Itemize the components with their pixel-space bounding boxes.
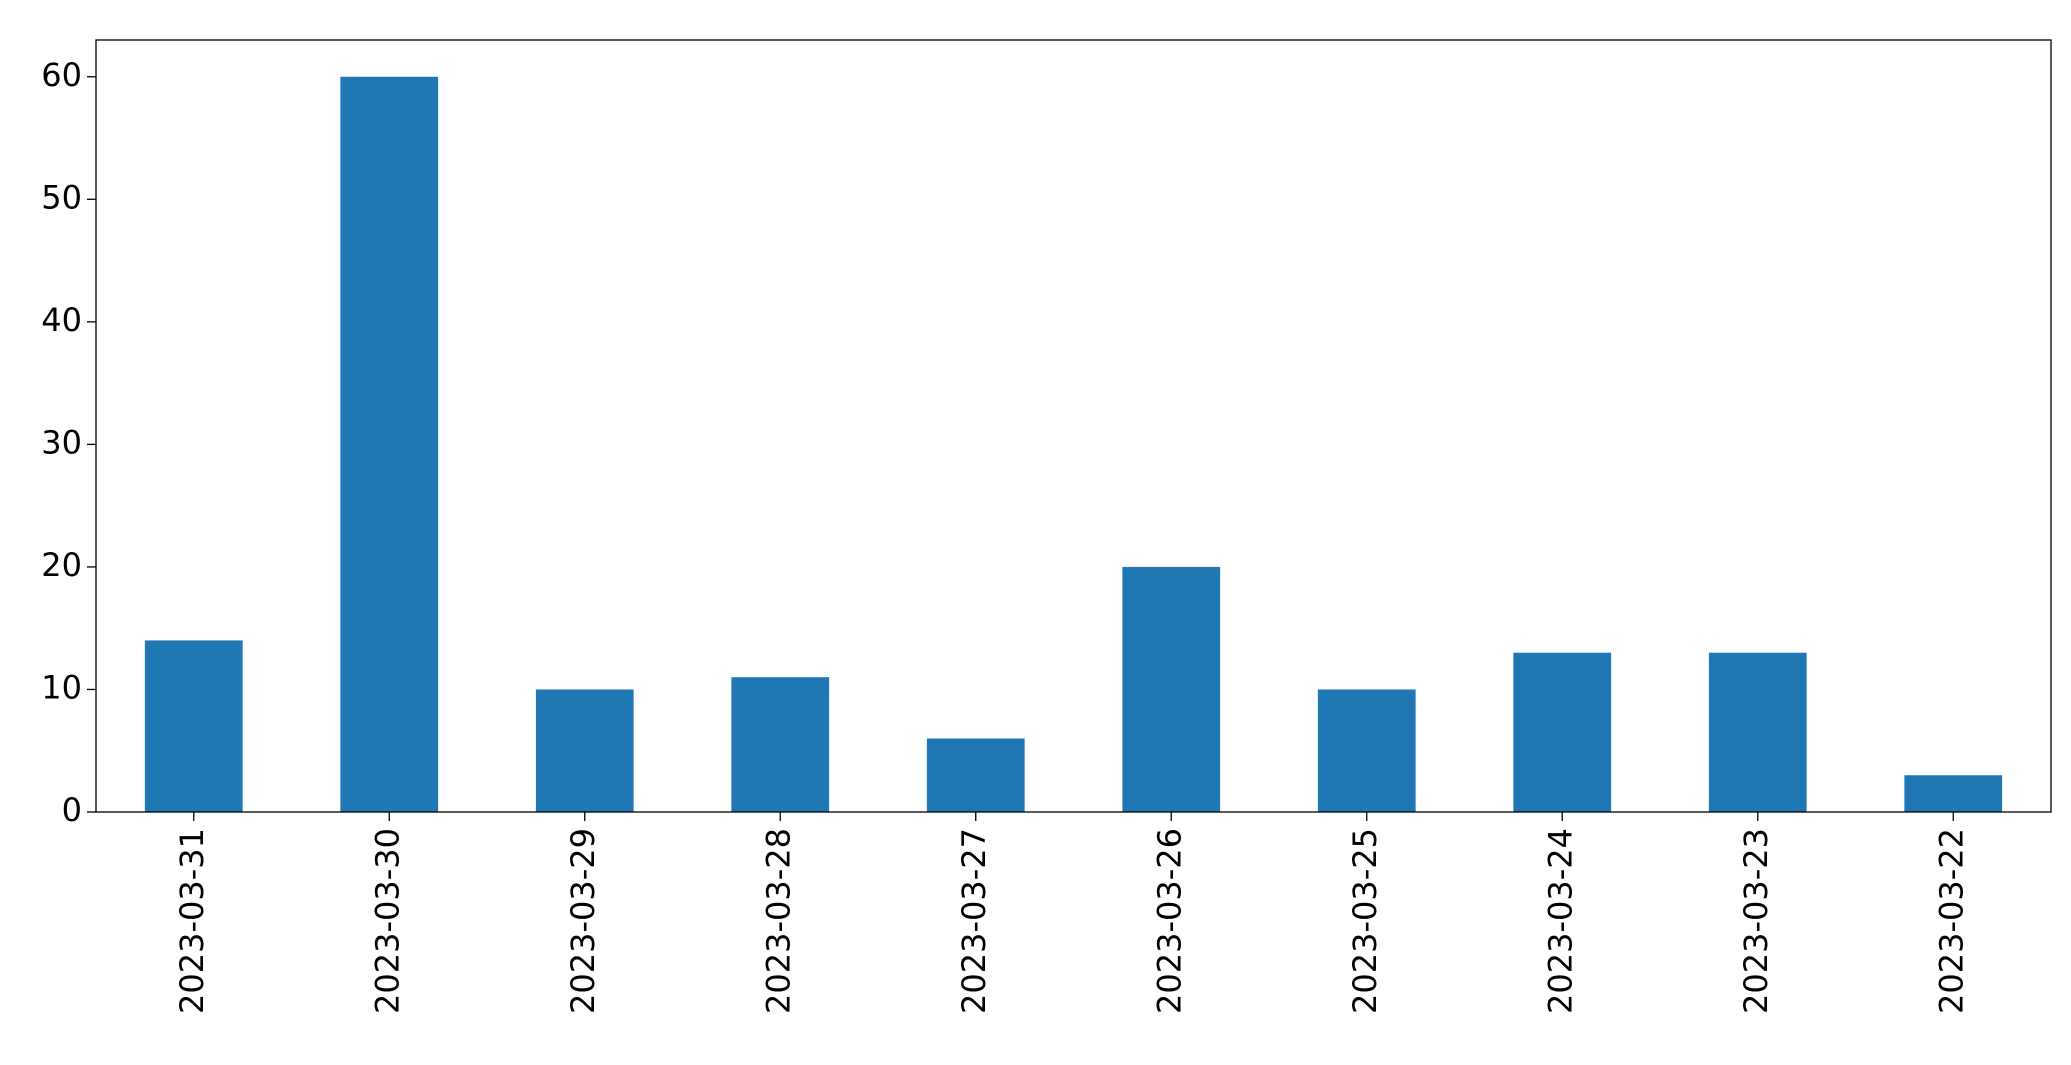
bar — [731, 677, 830, 812]
x-tick-label: 2023-03-24 — [1541, 828, 1579, 1014]
y-tick-label: 50 — [41, 178, 82, 216]
x-tick-label: 2023-03-28 — [759, 828, 797, 1014]
x-tick-label: 2023-03-26 — [1150, 828, 1188, 1014]
y-tick-label: 40 — [41, 301, 82, 339]
x-tick-label: 2023-03-27 — [955, 828, 993, 1014]
y-tick-label: 20 — [41, 546, 82, 584]
x-tick-label: 2023-03-22 — [1932, 828, 1970, 1014]
bar — [1708, 652, 1807, 812]
y-tick-label: 0 — [62, 791, 82, 829]
x-tick-label: 2023-03-23 — [1737, 828, 1775, 1014]
x-tick-label: 2023-03-31 — [173, 828, 211, 1014]
bar — [1317, 689, 1416, 812]
bar — [535, 689, 634, 812]
bar — [1122, 566, 1221, 812]
bar — [144, 640, 243, 812]
x-tick-label: 2023-03-29 — [564, 828, 602, 1014]
y-tick-label: 60 — [41, 56, 82, 94]
bar — [1513, 652, 1612, 812]
y-tick-label: 30 — [41, 423, 82, 461]
x-tick-label: 2023-03-25 — [1346, 828, 1384, 1014]
x-tick-label: 2023-03-30 — [368, 828, 406, 1014]
bar — [340, 76, 439, 812]
bar — [926, 738, 1025, 812]
y-tick-label: 10 — [41, 668, 82, 706]
bar — [1904, 775, 2003, 812]
plot-frame — [95, 39, 2052, 813]
